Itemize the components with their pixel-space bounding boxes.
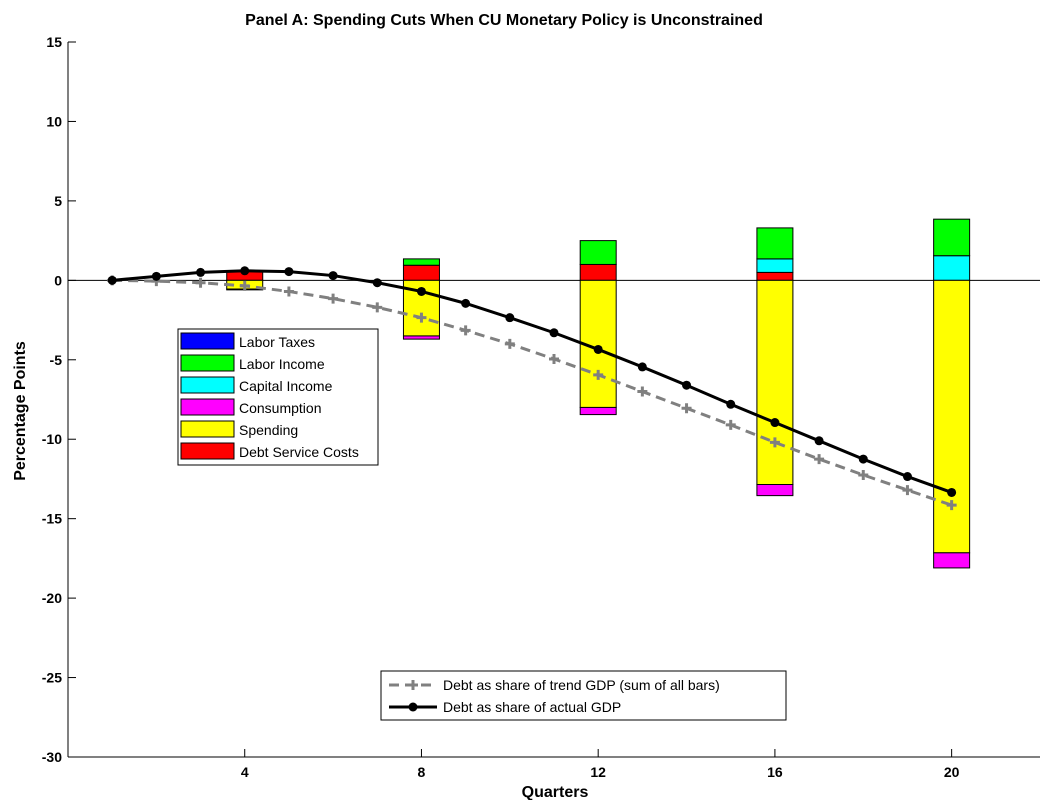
actual-gdp-marker bbox=[858, 454, 868, 464]
bar-segment-spending bbox=[756, 279, 794, 486]
trend-gdp-marker bbox=[328, 293, 339, 304]
x-tick-label: 16 bbox=[767, 764, 783, 780]
bar-segment-labor-income bbox=[756, 227, 794, 260]
actual-gdp-marker bbox=[372, 278, 382, 288]
bar-legend-box bbox=[177, 328, 379, 466]
actual-gdp-marker bbox=[505, 313, 515, 323]
legend-label: Debt Service Costs bbox=[239, 444, 359, 460]
y-tick-label: -25 bbox=[42, 670, 62, 686]
actual-gdp-marker bbox=[107, 275, 117, 285]
actual-gdp-marker bbox=[549, 328, 559, 338]
bar-segment-labor-income bbox=[933, 218, 971, 257]
trend-gdp-marker bbox=[372, 302, 383, 313]
actual-gdp-marker bbox=[902, 472, 912, 482]
y-tick-label: -20 bbox=[42, 590, 62, 606]
y-axis-label: Percentage Points bbox=[12, 341, 29, 481]
x-tick-label: 8 bbox=[418, 764, 426, 780]
y-tick-label: 15 bbox=[46, 34, 62, 50]
trend-gdp-marker bbox=[814, 454, 825, 465]
actual-gdp-marker bbox=[240, 266, 250, 276]
x-tick-label: 12 bbox=[590, 764, 606, 780]
trend-gdp-marker bbox=[902, 485, 913, 496]
actual-gdp-marker bbox=[726, 399, 736, 409]
y-tick-label: -15 bbox=[42, 511, 62, 527]
trend-gdp-marker bbox=[725, 419, 736, 430]
y-tick-label: 10 bbox=[46, 113, 62, 129]
legend-marker-plus bbox=[408, 680, 418, 690]
bar-segment-consumption bbox=[756, 484, 794, 497]
bar-segment-capital-income bbox=[933, 255, 971, 281]
trend-gdp-marker bbox=[283, 286, 294, 297]
trend-gdp-marker bbox=[681, 403, 692, 414]
chart-title: Panel A: Spending Cuts When CU Monetary … bbox=[245, 12, 763, 29]
trend-gdp-marker bbox=[504, 338, 515, 349]
bar-segment-labor-income bbox=[402, 258, 440, 266]
legend-swatch-consumption bbox=[180, 398, 235, 416]
line-legend-box bbox=[380, 670, 787, 721]
legends: Labor Taxes Labor Income Capital Income Con… bbox=[177, 328, 787, 721]
legend-label: Labor Income bbox=[239, 356, 325, 372]
trend-gdp-marker bbox=[946, 500, 957, 511]
actual-gdp-marker bbox=[284, 267, 294, 277]
legend-swatch-capital-income bbox=[180, 376, 235, 394]
bar-segment-debt-service-costs bbox=[756, 271, 794, 281]
x-tick-label: 20 bbox=[944, 764, 960, 780]
legend-label: Spending bbox=[239, 422, 298, 438]
x-tick-label: 4 bbox=[241, 764, 249, 780]
bar-segment-labor-income bbox=[579, 240, 617, 265]
actual-gdp-line bbox=[112, 269, 953, 494]
trend-gdp-marker bbox=[593, 369, 604, 380]
actual-gdp-marker bbox=[593, 344, 603, 354]
actual-gdp-marker bbox=[461, 298, 471, 308]
legend-swatch-spending bbox=[180, 420, 235, 438]
y-tick-label: -30 bbox=[42, 749, 62, 765]
actual-gdp-marker bbox=[637, 362, 647, 372]
trend-gdp-marker bbox=[239, 280, 250, 291]
legend-swatch-labor-income bbox=[180, 354, 235, 372]
trend-gdp-marker bbox=[195, 277, 206, 288]
legend-label: Labor Taxes bbox=[239, 334, 315, 350]
plot-area: 15 10 5 0 -5 -10 -15 -20 -25 -30 4 8 12 16 20 bbox=[42, 34, 1040, 780]
actual-gdp-marker bbox=[814, 436, 824, 446]
actual-gdp-marker bbox=[682, 380, 692, 390]
legend-label: Capital Income bbox=[239, 378, 333, 394]
legend-series-label: Debt as share of trend GDP (sum of all b… bbox=[443, 677, 720, 693]
legend-series-label: Debt as share of actual GDP bbox=[443, 699, 621, 715]
legend-swatch-debt-service-costs bbox=[180, 442, 235, 460]
bar-segment-spending bbox=[933, 279, 971, 554]
actual-gdp-marker bbox=[947, 487, 957, 497]
bar-segment-consumption bbox=[579, 406, 617, 416]
bar-segment-debt-service-costs bbox=[579, 263, 617, 281]
actual-gdp-marker bbox=[328, 271, 338, 281]
legend-label: Consumption bbox=[239, 400, 322, 416]
actual-gdp-marker bbox=[151, 271, 161, 281]
legend-swatch-labor-taxes bbox=[180, 332, 235, 350]
trend-gdp-marker bbox=[769, 437, 780, 448]
bar-segment-capital-income bbox=[756, 258, 794, 273]
y-tick-label: 0 bbox=[54, 272, 62, 288]
actual-gdp-marker bbox=[416, 286, 426, 296]
bar-segment-consumption bbox=[402, 335, 440, 340]
actual-gdp-marker bbox=[196, 267, 206, 277]
bar-segment-debt-service-costs bbox=[402, 264, 440, 281]
trend-gdp-marker bbox=[858, 469, 869, 480]
trend-gdp-marker bbox=[416, 312, 427, 323]
y-tick-label: -5 bbox=[50, 352, 63, 368]
y-tick-label: 5 bbox=[54, 193, 62, 209]
x-axis-label: Quarters bbox=[522, 784, 589, 800]
legend-marker-dot bbox=[408, 702, 418, 712]
trend-gdp-marker bbox=[637, 386, 648, 397]
trend-gdp-marker bbox=[460, 325, 471, 336]
actual-gdp-marker bbox=[770, 418, 780, 428]
trend-gdp-line bbox=[112, 278, 953, 507]
y-tick-label: -10 bbox=[42, 431, 62, 447]
trend-gdp-marker bbox=[549, 353, 559, 364]
bar-segment-consumption bbox=[933, 552, 971, 569]
